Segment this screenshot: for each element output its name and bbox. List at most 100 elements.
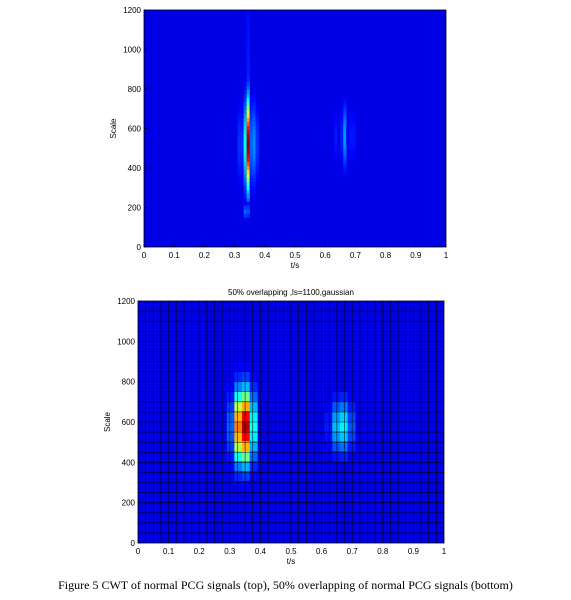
- x-tick-label: 0.9: [408, 547, 420, 556]
- heat-cell: [339, 411, 348, 422]
- heat-cell: [255, 146, 259, 151]
- heat-cell: [246, 46, 250, 51]
- top-cwt-chart: 0 0.1 0.2 0.3 0.4 0.5 0.6 0.7 0.8 0.9 1 0 200 400 600 8…: [109, 6, 449, 270]
- heat-cell: [352, 125, 356, 130]
- heat-cell: [343, 117, 347, 122]
- heat-cell: [246, 14, 250, 19]
- heat-cell: [349, 125, 353, 130]
- y-tick-label: 200: [128, 204, 142, 213]
- heat-cell: [246, 146, 250, 151]
- heat-cell: [340, 137, 344, 142]
- heat-cell: [352, 133, 356, 138]
- heat-cell: [255, 138, 259, 143]
- heat-cell: [246, 150, 250, 155]
- heat-cell: [226, 441, 235, 452]
- heat-cell: [243, 90, 247, 95]
- heat-cell: [334, 157, 338, 162]
- heat-cell: [324, 411, 333, 422]
- heat-cell: [334, 133, 338, 138]
- heat-cell: [246, 194, 250, 199]
- heat-cell: [255, 106, 259, 111]
- heat-cell: [234, 371, 243, 382]
- heat-cell: [334, 117, 338, 122]
- heat-cell: [347, 421, 356, 432]
- y-tick-label: 1000: [117, 337, 135, 346]
- heat-cell: [249, 130, 253, 135]
- heat-cell: [246, 178, 250, 183]
- heat-cell: [240, 122, 244, 127]
- heat-cell: [334, 141, 338, 146]
- heat-cell: [240, 158, 244, 163]
- heat-cell: [243, 102, 247, 107]
- heat-cell: [332, 391, 341, 402]
- heat-cell: [237, 150, 241, 155]
- heat-cell: [237, 146, 241, 151]
- heat-cell: [243, 130, 247, 135]
- heat-cell: [249, 150, 253, 155]
- heat-cell: [252, 150, 256, 155]
- heat-cell: [237, 114, 241, 119]
- heat-cell: [252, 174, 256, 179]
- heat-cell: [249, 421, 258, 432]
- heat-cell: [343, 149, 347, 154]
- heat-cell: [249, 182, 253, 187]
- heat-cell: [249, 391, 258, 402]
- x-tick-label: 0.3: [224, 547, 236, 556]
- heat-cell: [252, 122, 256, 127]
- heat-cell: [339, 401, 348, 412]
- heat-cell: [252, 126, 256, 131]
- heat-cell: [343, 113, 347, 118]
- heat-cell: [252, 190, 256, 195]
- heat-cell: [249, 401, 258, 412]
- heat-cell: [243, 106, 247, 111]
- heat-cell: [252, 110, 256, 115]
- heat-cell: [252, 170, 256, 175]
- heatmap-cells: [237, 10, 356, 222]
- heat-cell: [246, 30, 250, 35]
- heat-cell: [237, 178, 241, 183]
- heat-cell: [255, 178, 259, 183]
- heat-cell: [349, 121, 353, 126]
- heat-cell: [339, 451, 348, 462]
- heat-cell: [246, 54, 250, 59]
- heat-cell: [340, 109, 344, 114]
- heat-cell: [240, 150, 244, 155]
- heat-cell: [242, 451, 250, 462]
- heat-cell: [243, 166, 247, 171]
- heat-cell: [240, 174, 244, 179]
- heat-cell: [243, 205, 247, 210]
- hotspot-1: [324, 391, 356, 462]
- heat-cell: [246, 190, 250, 195]
- x-tick-label: 0.1: [169, 251, 181, 260]
- heat-cell: [255, 142, 259, 147]
- heat-cell: [243, 162, 247, 167]
- heat-cell: [243, 182, 247, 187]
- heat-cell: [234, 381, 243, 392]
- heat-cell: [352, 141, 356, 146]
- heat-cell: [237, 170, 241, 175]
- heat-cell: [249, 431, 258, 442]
- heat-cell: [246, 86, 250, 91]
- heat-cell: [349, 145, 353, 150]
- heat-cell: [249, 98, 253, 103]
- heat-cell: [242, 361, 250, 372]
- heat-cell: [243, 118, 247, 123]
- heat-cell: [340, 117, 344, 122]
- heat-cell: [332, 431, 341, 442]
- heat-cell: [246, 213, 250, 218]
- x-axis-label: t/s: [291, 261, 299, 270]
- heat-cell: [240, 126, 244, 131]
- heat-cell: [343, 173, 347, 178]
- heat-cell: [339, 421, 348, 432]
- heat-cell: [237, 138, 241, 143]
- heat-cell: [339, 441, 348, 452]
- x-tick-label: 0.6: [316, 547, 328, 556]
- heat-cell: [255, 182, 259, 187]
- heat-cell: [255, 150, 259, 155]
- heat-cell: [252, 134, 256, 139]
- heat-cell: [249, 114, 253, 119]
- heat-cell: [343, 145, 347, 150]
- x-tick-label: 0.4: [259, 251, 271, 260]
- heat-cell: [349, 113, 353, 118]
- heat-cell: [246, 138, 250, 143]
